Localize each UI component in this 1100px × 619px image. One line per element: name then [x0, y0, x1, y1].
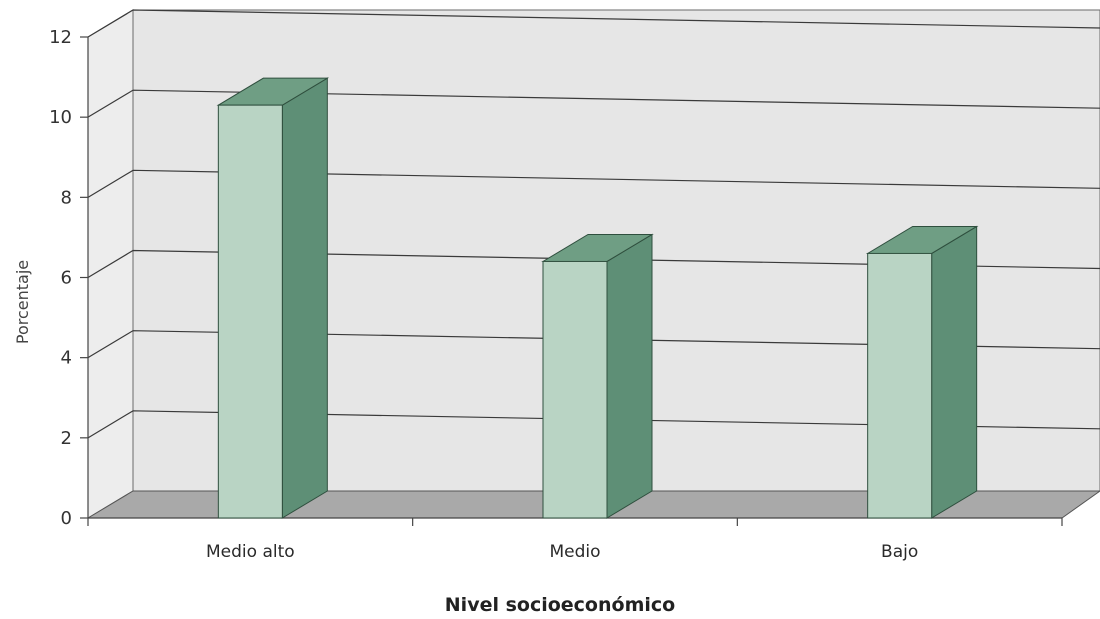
gridline: [87, 249, 1100, 279]
bar-side: [606, 233, 653, 519]
gridline: [87, 330, 1100, 359]
y-tick-label: 6: [61, 268, 72, 289]
gridline: [87, 169, 1100, 198]
y-tick-label: 12: [49, 27, 72, 48]
gridline: [87, 89, 1100, 118]
bar-front: [217, 104, 283, 519]
x-category-label: Bajo: [881, 542, 918, 562]
gridline: [87, 410, 1100, 439]
y-tick-label: 8: [61, 187, 72, 208]
x-axis-title: Nivel socioeconómico: [445, 594, 675, 616]
bar-front: [542, 260, 608, 519]
x-axis: Medio alto Medio Bajo: [87, 517, 1063, 562]
y-tick-label: 10: [49, 107, 72, 128]
bar-medio: [541, 233, 654, 519]
y-tick-label: 2: [61, 428, 72, 449]
x-category-label: Medio alto: [206, 542, 295, 562]
bar-bajo: [865, 225, 979, 519]
y-axis: 0 2 4 6 8 10 12: [49, 27, 89, 529]
bar-side: [931, 225, 978, 519]
bar-medio-alto: [216, 77, 330, 519]
x-category-label: Medio: [549, 542, 600, 562]
bar-side: [281, 77, 328, 519]
y-axis-title: Porcentaje: [13, 260, 32, 344]
y-tick-label: 4: [61, 348, 72, 369]
y-tick-label: 0: [61, 508, 72, 529]
gridline: [87, 9, 1100, 38]
bar-front: [867, 252, 933, 519]
bars: [216, 77, 979, 519]
gridlines: [87, 9, 1100, 439]
